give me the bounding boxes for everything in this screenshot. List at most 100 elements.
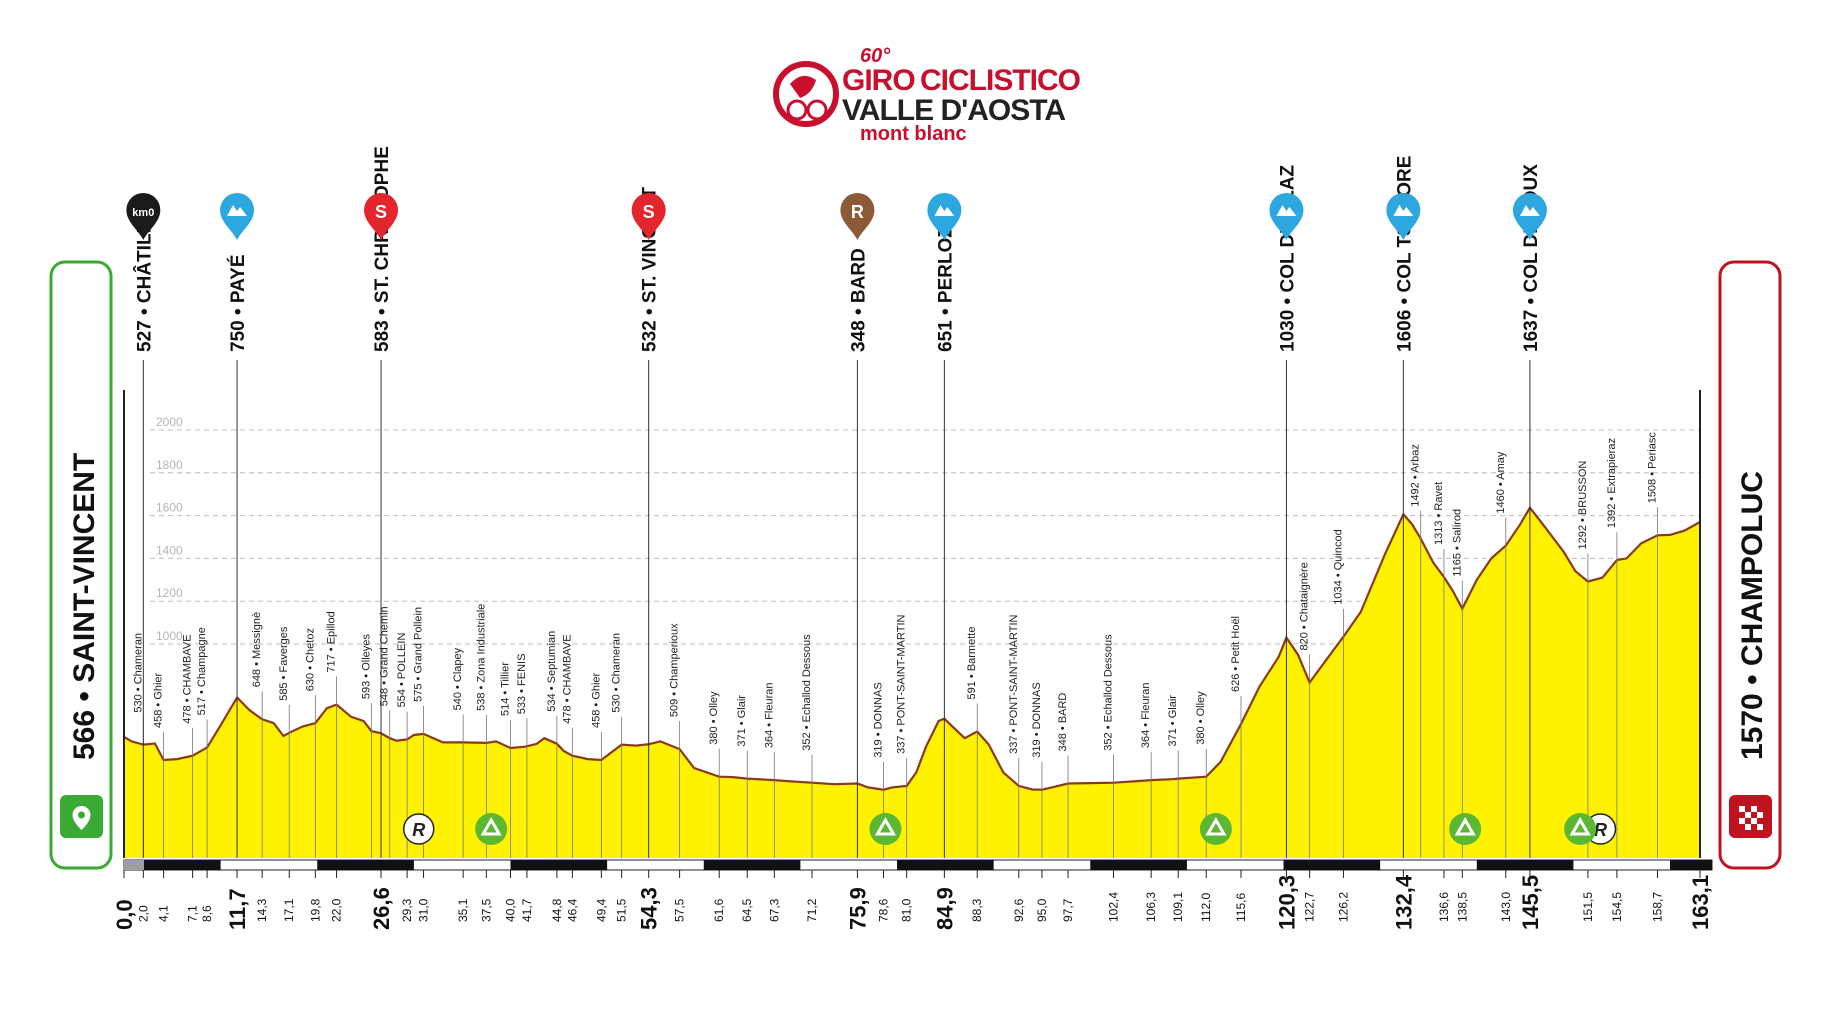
waypoint-label: 380 • Olley — [1195, 691, 1207, 745]
elevation-profile — [123, 390, 1701, 858]
feed-zone-icon — [402, 813, 435, 845]
logo-valle-daosta: VALLE D'AOSTA — [842, 94, 1065, 127]
km-tick-label: 126,2 — [1336, 892, 1350, 922]
km-tick-label: 122,7 — [1303, 892, 1317, 922]
km-tick-label: 106,3 — [1144, 892, 1158, 922]
waypoint-label: 1392 • Extrapieraz — [1606, 438, 1618, 528]
km-band-end — [1670, 860, 1712, 870]
profile-area — [124, 507, 1700, 858]
highlight-label: 583 • ST. CHRISTOPHE — [372, 146, 393, 352]
km-tick-label: 57,5 — [673, 898, 687, 922]
waypoint-label: 1034 • Quincod — [1332, 529, 1344, 604]
km-tick-label: 84,9 — [932, 887, 957, 930]
waypoint-label: 380 • Olley — [708, 691, 720, 745]
highlight-label: 348 • BARD — [848, 248, 869, 352]
waypoint-label: 820 • Chataignère — [1299, 562, 1311, 650]
km-tick-label: 138,5 — [1455, 892, 1469, 922]
km-band-segment — [510, 860, 608, 870]
waypoint-label: 591 • Barmette — [966, 627, 978, 700]
waypoint-label: 548 • Grand Chemin — [379, 606, 391, 706]
waypoint-label: 352 • Echallod Dessous — [801, 634, 813, 751]
waypoint-label: 478 • CHAMBAVE — [182, 634, 194, 723]
recycle-zone-icon — [1199, 813, 1232, 845]
waypoint-label: 514 • Tillier — [500, 662, 512, 716]
checkered-flag-icon — [1729, 795, 1772, 838]
waypoint-label: 626 • Petit Hoël — [1230, 616, 1242, 692]
waypoint-label: 364 • Fleuran — [763, 682, 775, 748]
km-tick-label: 22,0 — [330, 898, 344, 922]
waypoint-label: 648 • Messignè — [251, 612, 263, 687]
km-tick-label: 115,6 — [1234, 893, 1248, 922]
pin-shape — [840, 193, 875, 240]
km-tick-label: 64,5 — [740, 898, 754, 922]
pin-letter: R — [851, 202, 864, 222]
start-box: 566 • SAINT-VINCENT — [49, 260, 113, 870]
recycle-bg — [1564, 813, 1597, 845]
waypoint-label: 337 • PONT-SAINT-MARTIN — [896, 615, 908, 754]
km-tick-label: 151,5 — [1581, 892, 1595, 922]
recycle-bg — [1449, 813, 1482, 845]
waypoint-label: 1292 • BRUSSON — [1577, 461, 1589, 550]
km-tick-label: 54,3 — [637, 887, 662, 930]
km-tick-label: 145,5 — [1518, 875, 1543, 930]
km-tick-label: 95,0 — [1035, 898, 1049, 922]
mountain-glyph — [1393, 205, 1414, 216]
waypoint-label: 458 • Ghier — [590, 672, 602, 728]
waypoint-label: 538 • Zona Industriale — [475, 604, 487, 711]
km-tick-label: 49,4 — [594, 898, 608, 922]
altitude-tick-label: 1000 — [156, 629, 183, 643]
km-tick-label: 154,5 — [1610, 892, 1624, 922]
pin-shape — [1269, 193, 1304, 240]
altitude-tick-label: 1600 — [156, 501, 183, 515]
feed-marker-icon: R — [840, 193, 875, 240]
waypoint-label: 717 • Epillod — [326, 611, 338, 672]
recycle-zone-icon — [475, 813, 508, 845]
waypoint-label: 371 • Glair — [736, 695, 748, 747]
km-tick-label: 112,0 — [1199, 893, 1213, 922]
waypoint-label: 1313 • Ravet — [1433, 482, 1445, 545]
recycle-bg — [869, 813, 902, 845]
mountain-marker-icon — [1386, 193, 1421, 240]
waypoint-label: 530 • Chameran — [132, 633, 144, 713]
waypoint-label: 319 • DONNAS — [1031, 682, 1043, 757]
recycle-glyph — [874, 816, 897, 836]
waypoint-label: 517 • Champagne — [196, 627, 208, 715]
km-tick-label: 17,1 — [282, 898, 296, 922]
km-tick-label: 35,1 — [456, 898, 470, 922]
recycle-glyph — [1205, 816, 1227, 836]
km-tick-label: 40,0 — [504, 898, 518, 922]
mountain-marker-icon — [220, 193, 255, 240]
waypoint-label: 585 • Faverges — [278, 626, 290, 701]
recycle-bg — [1199, 813, 1232, 845]
recycle-glyph — [480, 816, 502, 836]
altitude-tick-label: 1800 — [156, 458, 183, 472]
logo-mont-blanc: mont blanc — [860, 123, 967, 145]
pin-shape — [220, 193, 255, 240]
km-band-segment — [124, 860, 221, 870]
pin-shape — [631, 193, 666, 240]
pin-shape — [364, 193, 399, 240]
km-tick-label: 31,0 — [417, 898, 431, 922]
km-tick-label: 81,0 — [900, 898, 914, 922]
km0-marker-icon: km0 — [126, 193, 161, 240]
mountain-glyph — [934, 205, 955, 216]
recycle-glyph — [1569, 816, 1591, 836]
km-tick-label: 51,5 — [615, 898, 629, 922]
waypoint-label: 364 • Fleuran — [1140, 682, 1152, 748]
km-tick-label: 67,3 — [767, 898, 781, 922]
altitude-tick-label: 2000 — [156, 415, 183, 429]
km-tick-label: 61,6 — [712, 898, 726, 922]
recycle-bg — [475, 813, 508, 845]
km-band-segment — [897, 860, 994, 870]
km-band-segment — [703, 860, 801, 870]
km-tick-label: 158,7 — [1651, 892, 1665, 922]
pin-shape — [1512, 193, 1547, 240]
km-tick-label: 78,6 — [877, 898, 891, 922]
km-tick-label: 75,9 — [845, 887, 870, 930]
pin-shape — [1386, 193, 1421, 240]
waypoint-label: 371 • Glair — [1167, 695, 1179, 747]
km-tick-label: 29,3 — [400, 898, 414, 922]
logo-ciclistico: CICLISTICO — [920, 64, 1081, 97]
altitude-tick-label: 1200 — [156, 586, 183, 600]
